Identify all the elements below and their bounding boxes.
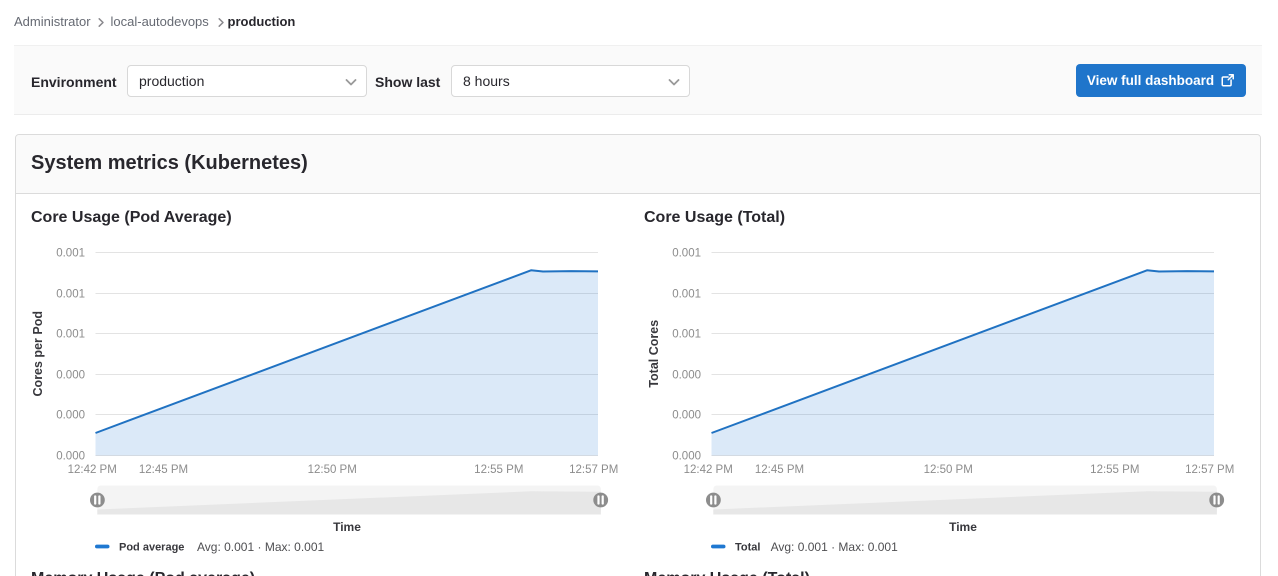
svg-text:0.001: 0.001 xyxy=(672,329,701,341)
svg-text:0.000: 0.000 xyxy=(56,370,85,382)
svg-text:Cores per Pod: Cores per Pod xyxy=(31,311,45,396)
svg-text:0.000: 0.000 xyxy=(56,410,85,422)
svg-text:0.001: 0.001 xyxy=(56,329,85,341)
svg-text:0.000: 0.000 xyxy=(672,370,701,382)
svg-text:12:55 PM: 12:55 PM xyxy=(474,464,523,476)
svg-text:12:42 PM: 12:42 PM xyxy=(68,464,117,476)
svg-text:12:45 PM: 12:45 PM xyxy=(139,464,188,476)
svg-text:0.001: 0.001 xyxy=(672,248,701,260)
svg-text:Avg: 0.001 · Max: 0.001: Avg: 0.001 · Max: 0.001 xyxy=(197,540,325,554)
svg-text:12:57 PM: 12:57 PM xyxy=(1185,464,1234,476)
svg-text:0.001: 0.001 xyxy=(56,289,85,301)
svg-text:0.001: 0.001 xyxy=(56,248,85,260)
svg-text:12:55 PM: 12:55 PM xyxy=(1090,464,1139,476)
svg-text:0.000: 0.000 xyxy=(56,451,85,463)
svg-text:0.001: 0.001 xyxy=(672,289,701,301)
svg-text:Time: Time xyxy=(949,520,977,534)
svg-text:Time: Time xyxy=(333,520,361,534)
svg-text:12:42 PM: 12:42 PM xyxy=(684,464,733,476)
svg-text:Total Cores: Total Cores xyxy=(647,320,661,388)
svg-text:12:57 PM: 12:57 PM xyxy=(569,464,618,476)
svg-text:Pod average: Pod average xyxy=(119,542,184,554)
svg-text:12:50 PM: 12:50 PM xyxy=(924,464,973,476)
svg-text:Avg: 0.001 · Max: 0.001: Avg: 0.001 · Max: 0.001 xyxy=(771,540,899,554)
svg-text:Total: Total xyxy=(735,542,760,554)
svg-text:12:45 PM: 12:45 PM xyxy=(755,464,804,476)
svg-text:12:50 PM: 12:50 PM xyxy=(308,464,357,476)
svg-text:0.000: 0.000 xyxy=(672,410,701,422)
svg-text:0.000: 0.000 xyxy=(672,451,701,463)
